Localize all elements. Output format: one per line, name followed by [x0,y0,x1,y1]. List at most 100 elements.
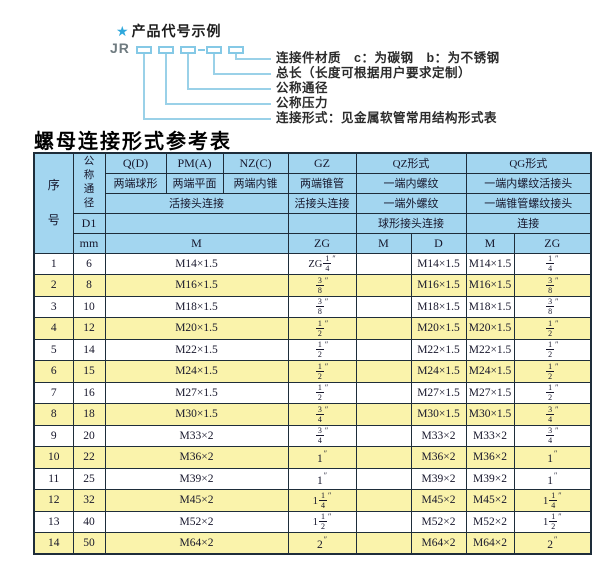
header-gz-sub: 两端锥管 [287,172,357,194]
cell-qz-m [355,489,412,512]
cell-seq: 4 [33,317,74,340]
cell-m: M45×2 [104,489,289,512]
header-pm: PM(A) [165,152,224,174]
header-qg-sub2: 一端锥管螺纹接头 [465,192,592,214]
cell-dn-mm: 32 [72,489,106,512]
cell-qz-d: M18×1.5 [410,295,467,318]
cell-dn-mm: 22 [72,446,106,469]
cell-qg-zg: 1 2 ″ [513,360,592,383]
star-icon: ★ [116,23,130,39]
cell-qz-m [355,510,412,533]
cell-qz-m [355,360,412,383]
header-unit-qz-d: D [410,232,467,254]
connector-line [143,118,271,120]
cell-gz: 2″ [287,532,357,555]
cell-seq: 8 [33,403,74,426]
diagram-label-length: 总长（长度可根据用户要求定制） [276,66,472,80]
cell-seq: 3 [33,295,74,318]
table-row: 4 12 M20×1.5 1 2 ″ M20×1.5 M20×1.5 1 2 ″ [33,317,592,340]
cell-m: M24×1.5 [104,360,289,383]
cell-m: M33×2 [104,424,289,447]
cell-qz-d: M33×2 [410,424,467,447]
header-qg: QG形式 [465,152,592,174]
cell-m: M39×2 [104,467,289,490]
header-q: Q(D) [104,152,167,174]
cell-seq: 9 [33,424,74,447]
cell-qg-m: M16×1.5 [465,274,515,297]
cell-seq: 11 [33,467,74,490]
connector-line [235,54,237,59]
cell-gz: 3 4 ″ [287,403,357,426]
cell-qg-m: M14×1.5 [465,252,515,275]
header-qz-sub1: 一端内螺纹 [355,172,467,194]
header-qz-sub2: 一端外螺纹 [355,192,467,214]
cell-seq: 10 [33,446,74,469]
connector-line [165,103,271,105]
cell-qg-zg: 1 4 ″ [513,252,592,275]
header-unit-m: M [104,232,289,254]
header-gz: GZ [287,152,357,174]
cell-qz-d: M16×1.5 [410,274,467,297]
table-row: 9 20 M33×2 3 4 ″ M33×2 M33×2 3 4 ″ [33,424,592,447]
cell-qz-d: M45×2 [410,489,467,512]
header-pm-sub: 两端平面 [165,172,224,194]
header-qg-conn: 连接 [465,212,592,234]
header-empty-gz [287,212,357,234]
cell-gz: 1 1 2 ″ [287,510,357,533]
cell-seq: 13 [33,510,74,533]
cell-qg-zg: 1 1 4 ″ [513,489,592,512]
header-unit-zg: ZG [287,232,357,254]
cell-qg-zg: 3 4 ″ [513,424,592,447]
cell-dn-mm: 10 [72,295,106,318]
cell-qz-d: M24×1.5 [410,360,467,383]
cell-qg-m: M39×2 [465,467,515,490]
cell-qz-m [355,424,412,447]
cell-qg-m: M36×2 [465,446,515,469]
table-title: 螺母连接形式参考表 [34,129,232,153]
cell-qz-m [355,403,412,426]
header-nz-sub: 两端内锥 [222,172,289,194]
cell-gz: 1 2 ″ [287,317,357,340]
cell-qg-m: M45×2 [465,489,515,512]
cell-qz-d: M14×1.5 [410,252,467,275]
cell-qg-zg: 1″ [513,467,592,490]
cell-gz: 1″ [287,467,357,490]
header-dn: 公称通径 [72,152,106,214]
code-box-3 [180,46,196,54]
cell-seq: 7 [33,381,74,404]
cell-m: M22×1.5 [104,338,289,361]
cell-dn-mm: 18 [72,403,106,426]
connector-line [235,58,271,60]
header-unit-qz-m: M [355,232,412,254]
table-header: 序号 公称通径 Q(D) PM(A) NZ(C) GZ QZ形式 QG形式 两端… [33,152,592,254]
cell-m: M20×1.5 [104,317,289,340]
cell-m: M36×2 [104,446,289,469]
cell-gz: 3 8 ″ [287,274,357,297]
cell-seq: 12 [33,489,74,512]
cell-dn-mm: 8 [72,274,106,297]
cell-dn-mm: 50 [72,532,106,555]
header-union-conn: 活接头连接 [104,192,289,214]
connector-line [165,54,167,104]
header-q-sub: 两端球形 [104,172,167,194]
table-row: 5 14 M22×1.5 1 2 ″ M22×1.5 M22×1.5 1 2 ″ [33,338,592,361]
cell-qz-m [355,274,412,297]
cell-qg-zg: 1 1 2 ″ [513,510,592,533]
cell-qg-zg: 1 2 ″ [513,317,592,340]
connector-line [213,73,271,75]
cell-dn-mm: 20 [72,424,106,447]
cell-qg-zg: 2″ [513,532,592,555]
cell-qz-d: M52×2 [410,510,467,533]
cell-seq: 14 [33,532,74,555]
nut-connection-table: 序号 公称通径 Q(D) PM(A) NZ(C) GZ QZ形式 QG形式 两端… [33,152,593,555]
cell-qg-m: M27×1.5 [465,381,515,404]
cell-qz-d: M64×2 [410,532,467,555]
cell-qg-m: M33×2 [465,424,515,447]
diagram-heading: ★ 产品代号示例 [116,21,222,41]
header-qg-sub1: 一端内螺纹活接头 [465,172,592,194]
cell-qz-d: M39×2 [410,467,467,490]
header-empty-left [104,212,289,234]
table-row: 14 50 M64×2 2″ M64×2 M64×2 2″ [33,532,592,555]
cell-m: M64×2 [104,532,289,555]
table-row: 13 40 M52×2 1 1 2 ″ M52×2 M52×2 1 1 2 ″ [33,510,592,533]
